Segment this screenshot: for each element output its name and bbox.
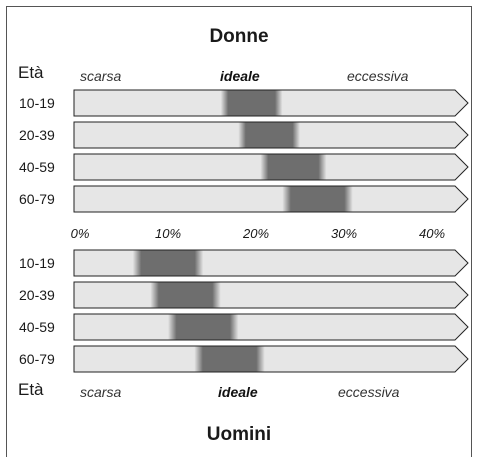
bar-donne-10-19 xyxy=(74,90,468,116)
ideal-band xyxy=(133,250,203,276)
bar-uomini-40-59 xyxy=(74,314,468,340)
bar-donne-60-79 xyxy=(74,186,468,212)
ideal-band xyxy=(221,90,283,116)
bar-uomini-20-39 xyxy=(74,282,468,308)
ideal-band xyxy=(238,122,300,148)
bar-background xyxy=(74,346,468,372)
bar-uomini-60-79 xyxy=(74,346,468,372)
ideal-band xyxy=(194,346,264,372)
ideal-band xyxy=(168,314,238,340)
bar-uomini-10-19 xyxy=(74,250,468,276)
bar-background xyxy=(74,314,468,340)
ideal-band xyxy=(260,154,326,180)
ideal-band xyxy=(282,186,352,212)
bar-donne-20-39 xyxy=(74,122,468,148)
bar-background xyxy=(74,282,468,308)
bar-donne-40-59 xyxy=(74,154,468,180)
ideal-band xyxy=(150,282,220,308)
bar-background xyxy=(74,186,468,212)
